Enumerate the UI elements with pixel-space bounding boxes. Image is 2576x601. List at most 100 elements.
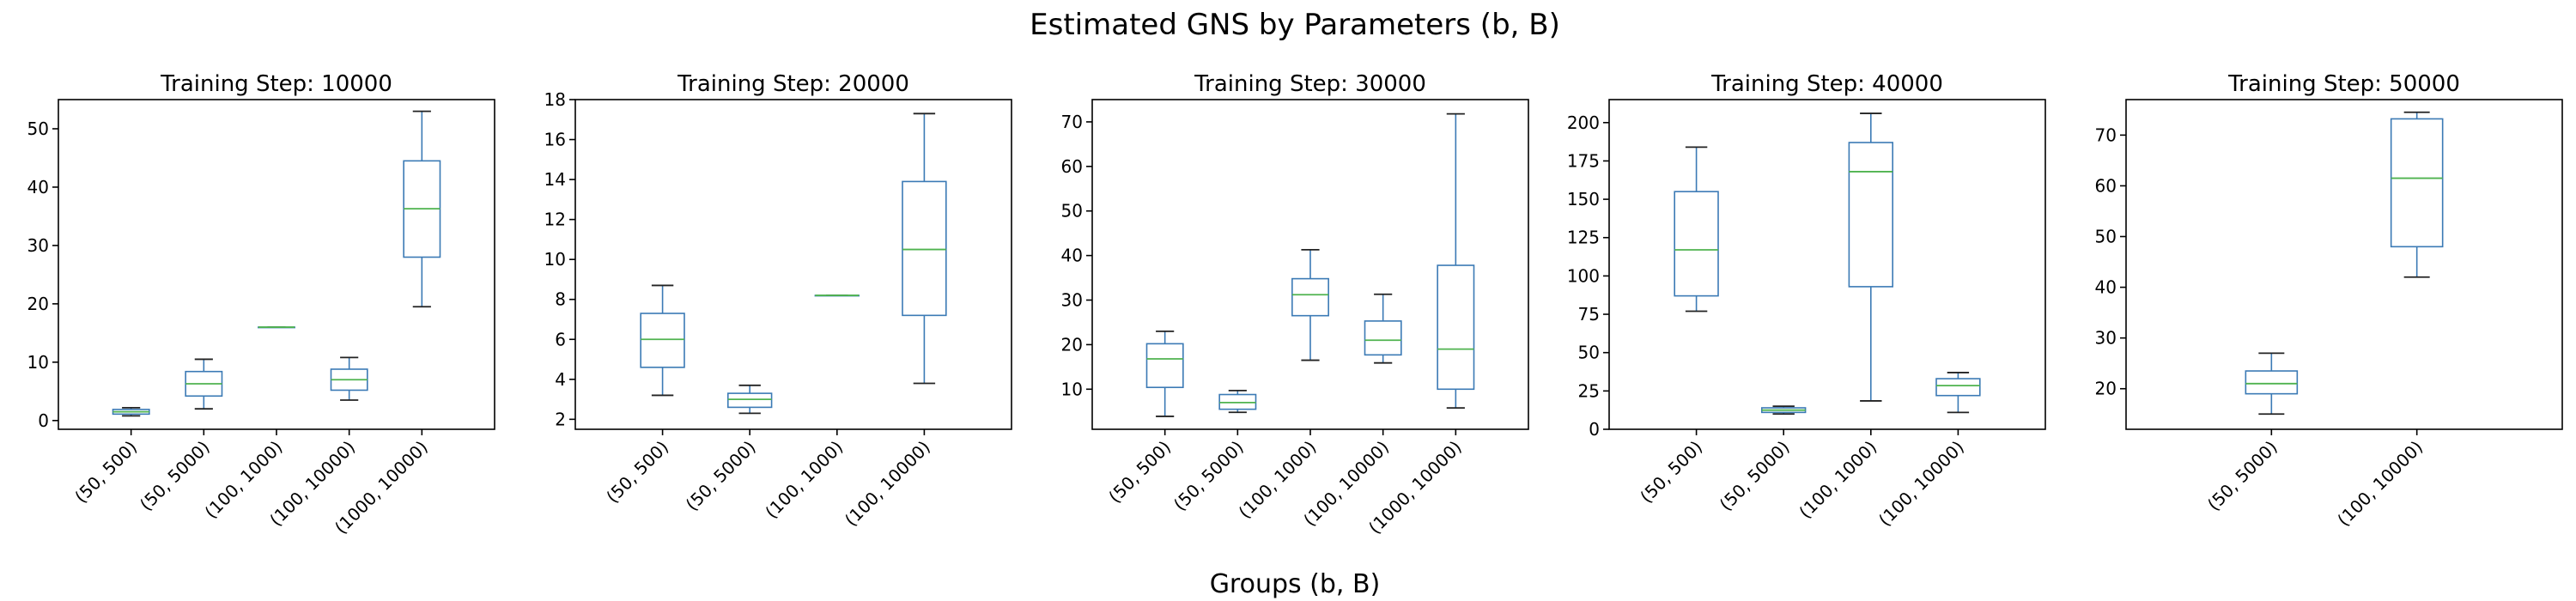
box-2 bbox=[1291, 248, 1329, 361]
y-tick-label: 40 bbox=[2095, 277, 2117, 298]
x-tick-label: (50, 5000) bbox=[1170, 437, 1248, 515]
y-tick-label: 10 bbox=[1061, 379, 1083, 399]
box-0 bbox=[112, 406, 150, 417]
y-tick-label: 18 bbox=[544, 89, 566, 110]
box-1 bbox=[726, 384, 773, 415]
iqr-box bbox=[902, 180, 947, 317]
plot-frame bbox=[2125, 99, 2563, 430]
box-1 bbox=[1761, 405, 1807, 416]
subplot-3: Training Step: 30000 10 20 30 40 50 60 70 (50, 5… bbox=[1061, 71, 1529, 538]
iqr-box bbox=[640, 313, 685, 368]
x-tick-label: (100, 1000) bbox=[1795, 437, 1880, 523]
box-4 bbox=[1437, 112, 1475, 409]
y-tick-label: 50 bbox=[27, 118, 49, 139]
subplot-title: Training Step: 50000 bbox=[2227, 71, 2460, 97]
figure-title: Estimated GNS by Parameters (b, B) bbox=[1030, 8, 1560, 42]
box-1 bbox=[1218, 389, 1257, 414]
subplot-title: Training Step: 10000 bbox=[160, 71, 392, 97]
box-0 bbox=[1674, 146, 1719, 313]
y-tick-label: 14 bbox=[544, 169, 566, 190]
box-3 bbox=[1935, 372, 1981, 414]
y-tick-label: 30 bbox=[27, 235, 49, 256]
box-0 bbox=[2245, 352, 2299, 416]
x-tick-label: (50, 500) bbox=[70, 437, 141, 507]
box-2 bbox=[814, 294, 860, 297]
y-tick-label: 8 bbox=[555, 289, 566, 310]
y-tick-label: 70 bbox=[2095, 124, 2117, 145]
iqr-box bbox=[2390, 118, 2444, 248]
y-tick-label: 70 bbox=[1061, 112, 1083, 132]
box-0 bbox=[640, 284, 685, 397]
y-tick-label: 50 bbox=[1061, 201, 1083, 222]
x-tick-label: (100, 1000) bbox=[761, 437, 847, 523]
x-tick-label: (50, 5000) bbox=[136, 437, 214, 515]
y-tick-label: 100 bbox=[1567, 265, 1600, 286]
y-tick-label: 16 bbox=[544, 130, 566, 150]
y-tick-label: 75 bbox=[1578, 304, 1600, 325]
y-tick-label: 0 bbox=[38, 410, 49, 431]
y-tick-label: 20 bbox=[1061, 334, 1083, 355]
y-tick-label: 6 bbox=[555, 329, 566, 349]
y-tick-label: 20 bbox=[27, 294, 49, 314]
iqr-box bbox=[1674, 191, 1719, 297]
y-tick-label: 30 bbox=[2095, 328, 2117, 349]
box-2 bbox=[1848, 112, 1893, 402]
subplot-1: Training Step: 10000 0 10 20 30 40 50 (50, 500)… bbox=[27, 71, 495, 538]
iqr-box bbox=[1145, 343, 1184, 389]
x-tick-label: (50, 5000) bbox=[2203, 437, 2281, 515]
x-tick-label: (100, 10000) bbox=[2333, 437, 2427, 531]
y-tick-label: 125 bbox=[1567, 228, 1600, 248]
y-tick-label: 2 bbox=[555, 409, 566, 429]
y-tick-label: 4 bbox=[555, 369, 566, 390]
y-tick-label: 50 bbox=[1578, 343, 1600, 363]
y-tick-label: 60 bbox=[1061, 156, 1083, 177]
iqr-box bbox=[1437, 264, 1475, 391]
iqr-box bbox=[1291, 277, 1329, 317]
y-tick-label: 200 bbox=[1567, 112, 1600, 133]
y-tick-label: 12 bbox=[544, 209, 566, 230]
y-tick-label: 25 bbox=[1578, 380, 1600, 401]
iqr-box bbox=[1935, 378, 1981, 397]
subplot-title: Training Step: 40000 bbox=[1710, 71, 1943, 97]
x-tick-label: (100, 10000) bbox=[1874, 437, 1968, 531]
subplot-title: Training Step: 20000 bbox=[677, 71, 909, 97]
subplot-title: Training Step: 30000 bbox=[1194, 71, 1426, 97]
x-tick-label: (100, 10000) bbox=[841, 437, 934, 531]
subplot-5: Training Step: 50000 20 30 40 50 60 70 (50, 500… bbox=[2095, 71, 2563, 531]
iqr-box bbox=[1364, 320, 1402, 356]
figure-xlabel: Groups (b, B) bbox=[1210, 569, 1381, 599]
iqr-box bbox=[726, 392, 773, 409]
box-0 bbox=[1145, 330, 1184, 417]
box-1 bbox=[185, 358, 223, 410]
y-tick-label: 10 bbox=[27, 352, 49, 373]
y-tick-label: 60 bbox=[2095, 175, 2117, 196]
y-tick-label: 10 bbox=[544, 249, 566, 270]
y-tick-label: 150 bbox=[1567, 189, 1600, 209]
y-tick-label: 50 bbox=[2095, 227, 2117, 247]
box-3 bbox=[902, 112, 947, 385]
x-tick-label: (50, 500) bbox=[1636, 437, 1706, 507]
x-tick-label: (50, 5000) bbox=[1716, 437, 1794, 515]
box-1 bbox=[2390, 111, 2444, 278]
subplot-4: Training Step: 40000 0 25 50 75 100 125 150 175 2… bbox=[1567, 71, 2046, 531]
y-tick-label: 40 bbox=[1061, 246, 1083, 266]
box-4 bbox=[403, 110, 441, 308]
plot-frame bbox=[1608, 99, 2046, 430]
iqr-box bbox=[2245, 370, 2299, 395]
y-tick-label: 40 bbox=[27, 177, 49, 197]
box-2 bbox=[258, 326, 295, 329]
y-tick-label: 20 bbox=[2095, 379, 2117, 399]
x-tick-label: (50, 500) bbox=[1104, 437, 1175, 507]
plot-frame bbox=[574, 99, 1012, 430]
y-tick-label: 175 bbox=[1567, 150, 1600, 171]
plot-frame bbox=[58, 99, 495, 430]
x-tick-label: (50, 500) bbox=[602, 437, 672, 507]
iqr-box bbox=[1848, 142, 1893, 288]
subplot-2: Training Step: 20000 2 4 6 8 10 12 14 16 18 (50, 5… bbox=[544, 71, 1012, 531]
y-tick-label: 0 bbox=[1589, 419, 1600, 440]
x-tick-label: (50, 5000) bbox=[682, 437, 760, 515]
box-3 bbox=[1364, 293, 1402, 364]
y-tick-label: 30 bbox=[1061, 290, 1083, 311]
